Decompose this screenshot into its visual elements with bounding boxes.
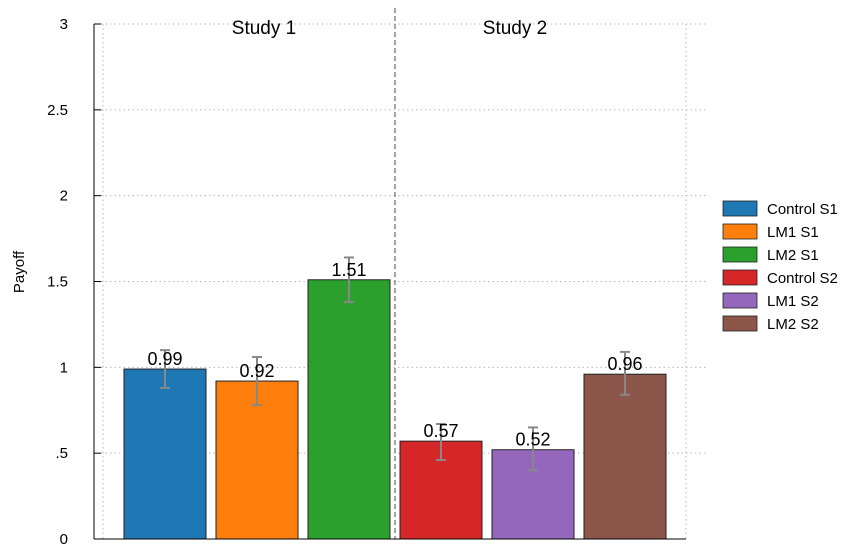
data-label-1: 0.92 [239, 361, 274, 381]
data-labels-group: 0.99 0.92 1.51 0.57 0.52 0.96 [147, 260, 642, 450]
bar-0 [123, 368, 207, 540]
y-tick-label-6: 3 [60, 16, 68, 33]
data-label-4: 0.52 [515, 430, 550, 450]
y-axis-label: Payoff [11, 250, 28, 293]
data-label-5: 0.96 [607, 354, 642, 374]
legend-swatch-0 [722, 200, 758, 217]
legend-swatch-1 [722, 223, 758, 240]
y-tick-label-4: 2 [60, 188, 68, 205]
bars-group [123, 279, 667, 540]
bar-2 [307, 279, 391, 540]
y-tick-label-5: 2.5 [47, 102, 68, 119]
y-tick-label-2: 1 [60, 359, 68, 376]
y-ticks-group: 0 .5 1 1.5 2 2.5 3 [47, 16, 101, 548]
grid-lines [101, 23, 706, 539]
error-bars-group [160, 256, 630, 472]
legend-label-4: LM1 S2 [767, 293, 819, 310]
legend-swatch-5 [722, 315, 758, 332]
bar-5 [583, 373, 667, 540]
data-label-3: 0.57 [423, 421, 458, 441]
panel-label-study-1: Study 1 [232, 18, 296, 39]
y-tick-label-1: .5 [55, 445, 68, 462]
panel-label-study-2: Study 2 [483, 18, 547, 39]
legend-label-3: Control S2 [767, 270, 838, 287]
data-label-2: 1.51 [331, 260, 366, 280]
y-tick-label-0: 0 [60, 531, 68, 548]
legend-label-1: LM1 S1 [767, 224, 819, 241]
bar-1 [215, 380, 299, 540]
legend-swatch-4 [722, 292, 758, 309]
legend-label-5: LM2 S2 [767, 316, 819, 333]
legend-swatch-3 [722, 269, 758, 286]
legend-label-0: Control S1 [767, 201, 838, 218]
data-label-0: 0.99 [147, 349, 182, 369]
legend: Control S1 LM1 S1 LM2 S1 Control S2 LM1 S2 LM… [722, 200, 838, 333]
legend-label-2: LM2 S1 [767, 247, 819, 264]
y-tick-label-3: 1.5 [47, 274, 68, 291]
legend-swatch-2 [722, 246, 758, 263]
